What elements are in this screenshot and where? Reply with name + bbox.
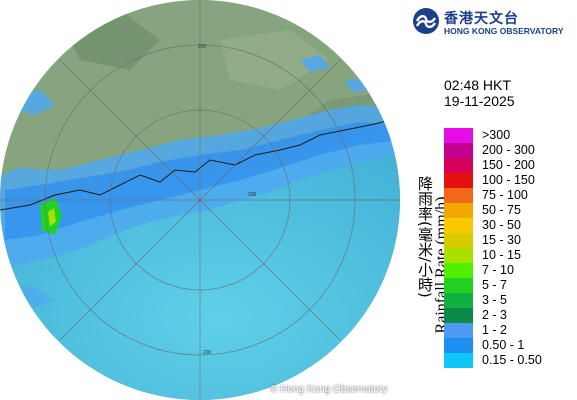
range-label: 200 [198, 44, 207, 50]
legend-swatch [444, 248, 473, 263]
legend-row: 5 - 7 [444, 278, 574, 293]
radar-disc [0, 0, 400, 400]
legend-row: 200 - 300 [444, 143, 574, 158]
legend-label: >300 [482, 128, 511, 142]
side-panel: 香港天文台 HONG KONG OBSERVATORY 02:48 HKT 19… [400, 0, 577, 400]
legend-label: 0.15 - 0.50 [482, 353, 542, 367]
legend-row: 1 - 2 [444, 323, 574, 338]
logo-name-english: HONG KONG OBSERVATORY [444, 26, 564, 36]
legend-label: 5 - 7 [482, 278, 508, 292]
legend-label: 200 - 300 [482, 143, 535, 157]
legend-row: 0.50 - 1 [444, 338, 574, 353]
legend-label: 2 - 3 [482, 308, 508, 322]
observatory-logo-icon [413, 8, 439, 34]
radar-svg: 200 200 200 [0, 0, 400, 400]
legend-row: 50 - 75 [444, 203, 574, 218]
radar-map: 200 200 200 © Hong Kong Observatory [0, 0, 400, 400]
legend-title-chinese: 降雨率(毫米/小時) [416, 176, 434, 298]
legend-swatch [444, 233, 473, 248]
legend-swatch [444, 203, 473, 218]
legend-swatch [444, 353, 473, 368]
legend-row: 3 - 5 [444, 293, 574, 308]
legend-row: 150 - 200 [444, 158, 574, 173]
legend-swatch [444, 158, 473, 173]
rain-cell [48, 208, 56, 226]
legend-label: 15 - 30 [482, 233, 521, 247]
copyright-notice: © Hong Kong Observatory [270, 384, 388, 395]
legend-row: 0.15 - 0.50 [444, 353, 574, 368]
legend-swatch [444, 308, 473, 323]
legend-swatch [444, 173, 473, 188]
legend-row: 100 - 150 [444, 173, 574, 188]
legend-label: 1 - 2 [482, 323, 508, 337]
legend-row: 7 - 10 [444, 263, 574, 278]
range-label: 200 [203, 350, 212, 356]
range-rings [0, 0, 400, 400]
legend-swatch [444, 143, 473, 158]
legend-swatch [444, 293, 473, 308]
range-label: 200 [248, 192, 257, 198]
legend-row: 75 - 100 [444, 188, 574, 203]
legend-label: 7 - 10 [482, 263, 514, 277]
legend-label: 50 - 75 [482, 203, 521, 217]
legend-swatch [444, 338, 473, 353]
legend-swatch [444, 128, 473, 143]
legend-swatch [444, 323, 473, 338]
legend-label: 3 - 5 [482, 293, 508, 307]
legend-label: 75 - 100 [482, 188, 528, 202]
legend-label: 150 - 200 [482, 158, 535, 172]
observation-time: 02:48 HKT [444, 77, 511, 93]
legend-row: 10 - 15 [444, 248, 574, 263]
legend-row: >300 [444, 128, 574, 143]
logo-name-chinese: 香港天文台 [444, 11, 519, 27]
rain-band-core [5, 122, 400, 240]
rain-cell [300, 55, 330, 72]
legend-swatch [444, 218, 473, 233]
legend-label: 30 - 50 [482, 218, 521, 232]
legend-swatch [444, 278, 473, 293]
observation-date: 19-11-2025 [444, 93, 515, 109]
hills [220, 30, 330, 90]
legend-row: 15 - 30 [444, 233, 574, 248]
legend-label: 100 - 150 [482, 173, 535, 187]
legend-label: 10 - 15 [482, 248, 521, 262]
legend-row: 30 - 50 [444, 218, 574, 233]
legend-swatch [444, 263, 473, 278]
legend-row: 2 - 3 [444, 308, 574, 323]
legend-label: 0.50 - 1 [482, 338, 525, 352]
coastline [0, 117, 400, 211]
legend-swatch [444, 188, 473, 203]
